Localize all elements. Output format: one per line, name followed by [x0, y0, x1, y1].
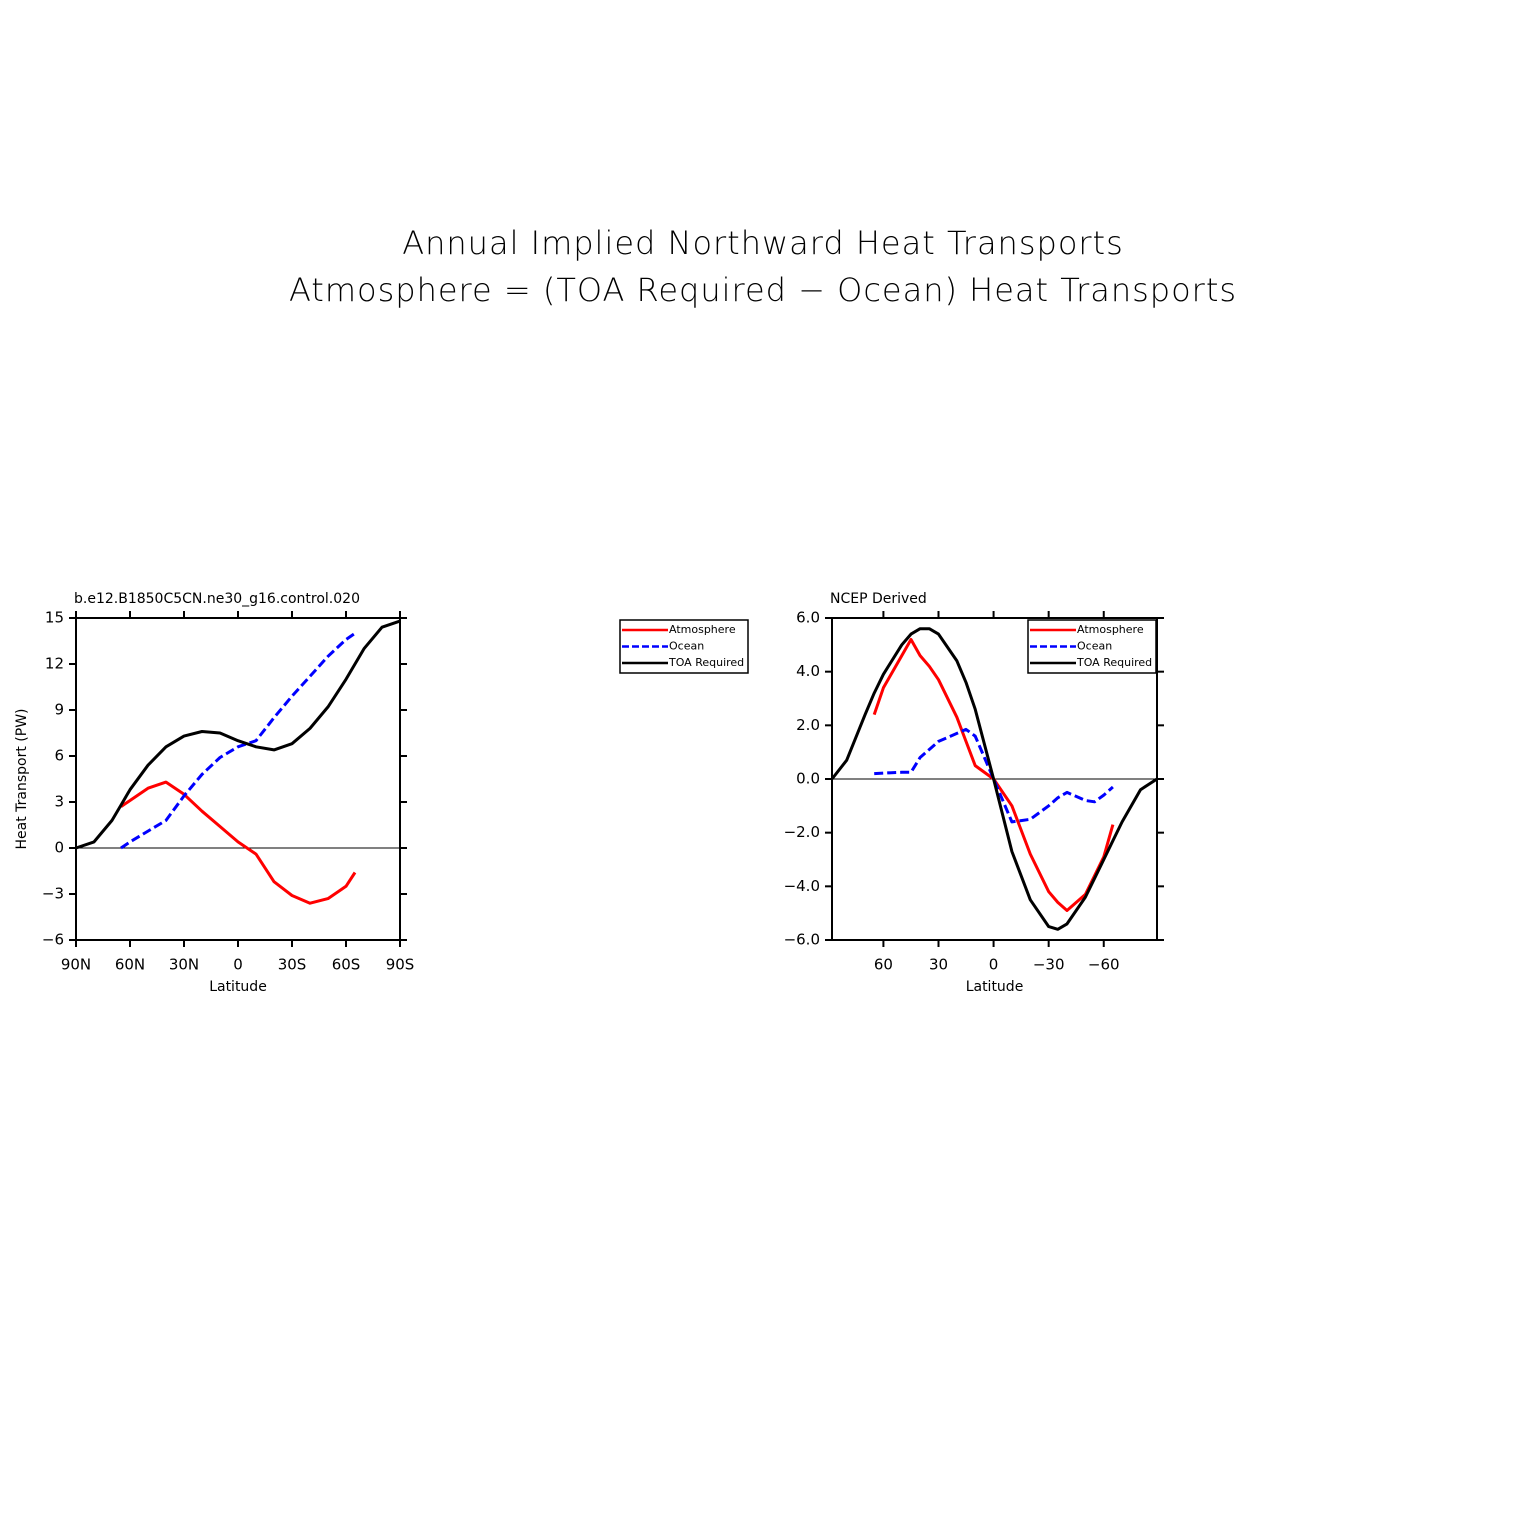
- x-tick-label: −30: [1033, 956, 1065, 974]
- y-tick-label: −3: [42, 885, 64, 903]
- chart-title: b.e12.B1850C5CN.ne30_g16.control.020: [74, 591, 360, 607]
- x-tick-label: 0: [989, 956, 999, 974]
- y-tick-label: 0.0: [796, 770, 820, 788]
- legend-label: TOA Required: [1076, 656, 1152, 669]
- y-tick-label: 4.0: [796, 662, 820, 680]
- y-tick-label: 3: [54, 793, 64, 811]
- y-tick-label: −2.0: [784, 823, 820, 841]
- y-axis-label: Heat Transport (PW): [14, 708, 30, 849]
- series-line: [75, 619, 401, 850]
- x-axis-label: Latitude: [966, 979, 1024, 995]
- x-tick-label: 90N: [61, 956, 91, 974]
- legend-label: Atmosphere: [669, 623, 736, 636]
- series-line: [872, 638, 1115, 912]
- legend-label: Ocean: [669, 640, 704, 653]
- x-tick-label: 90S: [386, 956, 415, 974]
- x-axis-label: Latitude: [209, 979, 267, 995]
- x-tick-label: 60S: [332, 956, 361, 974]
- x-tick-label: 0: [233, 956, 243, 974]
- y-tick-label: 6.0: [796, 609, 820, 627]
- x-tick-label: 30S: [278, 956, 307, 974]
- y-tick-label: 6: [54, 747, 64, 765]
- series-line: [830, 627, 1158, 931]
- legend-label: Ocean: [1077, 640, 1112, 653]
- y-tick-label: −4.0: [784, 877, 820, 895]
- series-line: [120, 780, 357, 905]
- y-tick-label: 0: [54, 839, 64, 857]
- x-tick-label: −60: [1088, 956, 1120, 974]
- x-tick-label: 30N: [169, 956, 199, 974]
- x-tick-label: 60N: [115, 956, 145, 974]
- y-tick-label: 2.0: [796, 716, 820, 734]
- main-subtitle: Atmosphere = (TOA Required − Ocean) Heat…: [289, 271, 1237, 309]
- main-title: Annual Implied Northward Heat Transports: [402, 224, 1124, 262]
- plot-frame: [75, 617, 401, 941]
- y-tick-label: −6: [42, 931, 64, 949]
- y-tick-label: −6.0: [784, 931, 820, 949]
- series-line: [120, 632, 356, 850]
- legend-label: TOA Required: [668, 656, 744, 669]
- legend-label: Atmosphere: [1077, 623, 1144, 636]
- series-line: [874, 727, 1114, 824]
- x-tick-label: 30: [929, 956, 948, 974]
- y-tick-label: 12: [45, 655, 64, 673]
- chart-title: NCEP Derived: [830, 591, 927, 607]
- x-tick-label: 60: [874, 956, 893, 974]
- y-tick-label: 15: [45, 609, 64, 627]
- y-tick-label: 9: [54, 701, 64, 719]
